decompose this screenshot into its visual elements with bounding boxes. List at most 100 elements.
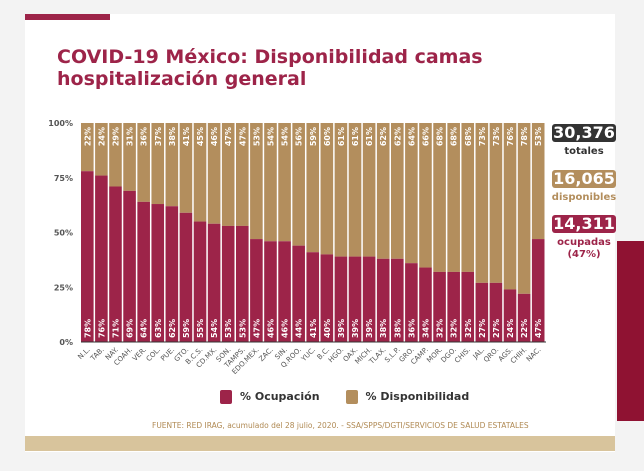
data-label-disponibilidad: 46% — [210, 127, 219, 146]
bar-ocupacion — [165, 206, 179, 342]
y-tick-label: 25% — [54, 283, 73, 292]
bar-ocupacion — [109, 186, 122, 342]
bar-disponibilidad — [236, 123, 249, 226]
bar-ocupacion — [362, 256, 376, 342]
source-note: FUENTE: RED IRAG, acumulado del 28 julio… — [152, 421, 529, 430]
bar-ocupacion — [250, 239, 263, 342]
data-label-ocupacion: 32% — [436, 319, 445, 338]
bar-disponibilidad — [531, 123, 545, 240]
bar-ocupacion — [264, 241, 277, 342]
bar-ocupacion — [489, 282, 503, 342]
data-label-ocupacion: 55% — [196, 319, 205, 338]
bar-ocupacion — [236, 225, 249, 342]
data-label-ocupacion: 63% — [154, 319, 163, 338]
data-label-ocupacion: 22% — [520, 319, 529, 338]
y-tick-label: 75% — [54, 174, 73, 183]
data-label-disponibilidad: 62% — [393, 127, 402, 146]
data-label-ocupacion: 27% — [492, 319, 501, 338]
data-label-disponibilidad: 61% — [337, 127, 346, 146]
bar-ocupacion — [419, 267, 432, 342]
bar-ocupacion — [292, 245, 305, 342]
data-label-ocupacion: 36% — [407, 319, 416, 338]
data-label-disponibilidad: 41% — [182, 127, 191, 146]
x-tick-label: CHIH. — [509, 346, 529, 366]
top-accent-bar — [25, 14, 110, 20]
bar-disponibilidad — [193, 123, 207, 222]
data-label-disponibilidad: 64% — [407, 127, 416, 146]
bar-ocupacion — [137, 201, 150, 342]
data-label-disponibilidad: 61% — [365, 127, 374, 146]
legend: % Ocupación % Disponibilidad — [220, 390, 469, 404]
data-label-ocupacion: 76% — [97, 319, 106, 338]
page-title: COVID-19 México: Disponibilidad camas ho… — [57, 46, 483, 90]
bar-disponibilidad — [306, 123, 320, 253]
data-label-disponibilidad: 53% — [252, 127, 261, 146]
disponibles-badge: 16,065 — [552, 169, 616, 188]
x-tick-label: S.L.P. — [383, 346, 401, 364]
data-label-disponibilidad: 22% — [83, 127, 92, 146]
data-label-ocupacion: 59% — [182, 319, 191, 338]
x-tick-label: VER. — [131, 346, 148, 363]
data-label-ocupacion: 53% — [224, 319, 233, 338]
bar-ocupacion — [475, 282, 489, 342]
data-label-ocupacion: 34% — [421, 319, 430, 338]
data-label-ocupacion: 38% — [393, 319, 402, 338]
legend-disponibilidad: % Disponibilidad — [345, 390, 470, 404]
bar-disponibilidad — [489, 123, 503, 283]
x-tick-label: N.L. — [76, 346, 91, 361]
data-label-disponibilidad: 59% — [309, 127, 318, 146]
legend-label-ocupacion: % Ocupación — [240, 390, 320, 403]
x-tick-label: HGO. — [327, 346, 345, 364]
bar-ocupacion — [320, 254, 334, 342]
bar-disponibilidad — [461, 123, 475, 272]
data-label-disponibilidad: 29% — [111, 127, 120, 146]
ocupadas-badge: 14,311 — [552, 214, 616, 233]
bar-disponibilidad — [250, 123, 263, 240]
data-label-ocupacion: 41% — [309, 319, 318, 338]
ocupadas-pct: (47%) — [567, 249, 601, 260]
x-tick-label: YUC. — [299, 346, 317, 364]
bar-disponibilidad — [433, 123, 446, 272]
data-label-ocupacion: 32% — [464, 319, 473, 338]
totales-badge: 30,376 — [552, 123, 616, 142]
y-tick-label: 100% — [48, 119, 73, 128]
data-label-ocupacion: 47% — [534, 319, 543, 338]
x-tick-label: ZAC. — [258, 346, 275, 363]
side-accent-block — [617, 241, 644, 421]
disponibles-label: disponibles — [551, 192, 617, 203]
data-label-ocupacion: 44% — [295, 319, 304, 338]
bar-ocupacion — [348, 256, 362, 342]
data-label-disponibilidad: 54% — [281, 127, 290, 146]
data-label-disponibilidad: 78% — [520, 127, 529, 146]
data-label-ocupacion: 24% — [506, 319, 515, 338]
bar-disponibilidad — [151, 123, 165, 205]
data-label-disponibilidad: 73% — [478, 127, 487, 146]
bar-ocupacion — [391, 258, 404, 342]
ocupadas-label: ocupadas — [557, 237, 611, 248]
data-label-ocupacion: 78% — [83, 319, 92, 338]
data-label-ocupacion: 69% — [126, 319, 135, 338]
bar-disponibilidad — [320, 123, 334, 255]
bar-disponibilidad — [278, 123, 291, 242]
bar-disponibilidad — [264, 123, 277, 242]
data-label-disponibilidad: 66% — [421, 127, 430, 146]
bar-disponibilidad — [207, 123, 221, 224]
bar-disponibilidad — [123, 123, 136, 191]
data-label-disponibilidad: 73% — [492, 127, 501, 146]
bar-disponibilidad — [447, 123, 460, 272]
data-label-disponibilidad: 56% — [295, 127, 304, 146]
totales-label: totales — [564, 146, 604, 157]
data-label-disponibilidad: 61% — [351, 127, 360, 146]
bar-ocupacion — [123, 190, 136, 342]
bar-ocupacion — [95, 175, 108, 342]
data-label-ocupacion: 64% — [140, 319, 149, 338]
bar-ocupacion — [151, 204, 165, 342]
legend-label-disponibilidad: % Disponibilidad — [365, 390, 470, 403]
x-tick-label: NAC. — [525, 346, 543, 364]
bar-ocupacion — [517, 293, 531, 342]
bar-disponibilidad — [348, 123, 362, 257]
data-label-disponibilidad: 36% — [140, 127, 149, 146]
data-label-disponibilidad: 68% — [450, 127, 459, 146]
legend-ocupacion: % Ocupación — [220, 390, 320, 404]
